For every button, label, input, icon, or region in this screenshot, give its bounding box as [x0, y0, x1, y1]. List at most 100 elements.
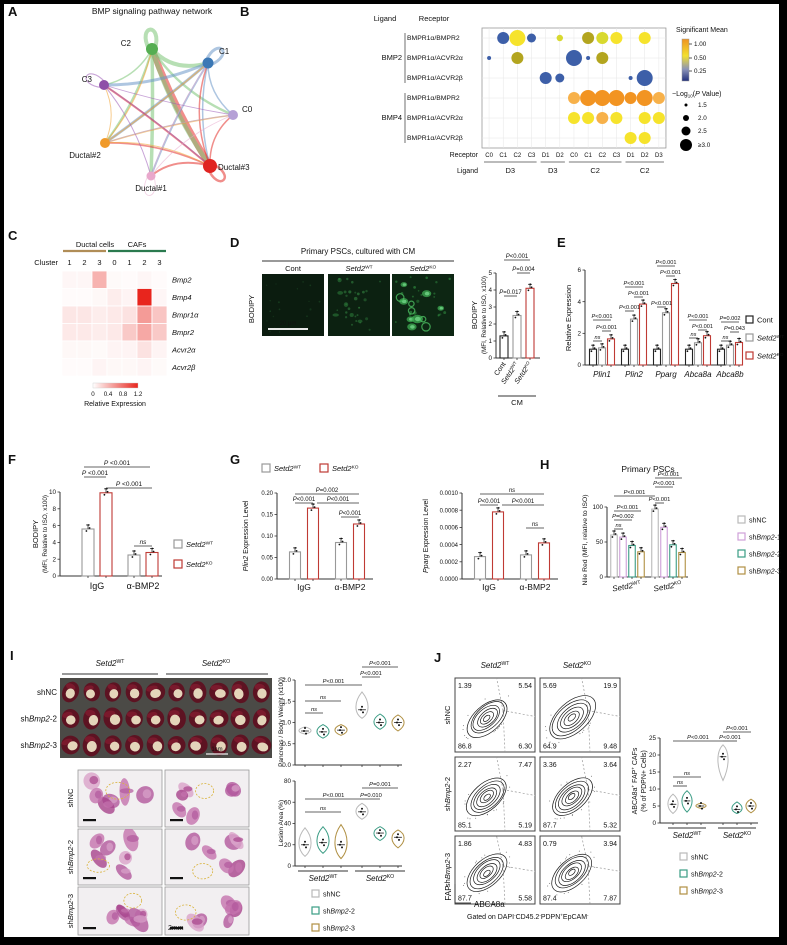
network-node — [99, 80, 109, 90]
text: 0.0002 — [440, 560, 459, 566]
text: P<0.001 — [651, 301, 672, 307]
quad-lr: 9.48 — [603, 744, 617, 751]
text: P=0.002 — [720, 316, 741, 322]
text: 0.15 — [261, 513, 273, 519]
network-node — [202, 57, 214, 69]
significance-dot — [580, 90, 597, 106]
significance-dot — [608, 90, 625, 106]
tumor — [168, 682, 185, 702]
text: 4 — [577, 299, 581, 306]
text: 3 — [97, 258, 101, 267]
text: 0.0006 — [440, 526, 459, 532]
tumor — [188, 709, 207, 728]
heatmap-cell — [151, 270, 168, 289]
bar — [725, 344, 735, 366]
text: Pancreas / Body Weight (x100) — [278, 677, 285, 767]
quad-ur: 3.94 — [603, 841, 617, 848]
heatmap-cell — [61, 270, 78, 289]
heatmap-cell — [151, 358, 168, 377]
heatmap-colorbar — [92, 382, 139, 389]
significance-dot — [582, 112, 595, 124]
legend-swatch — [745, 351, 754, 360]
bar — [620, 348, 630, 366]
node-label: C2 — [121, 39, 132, 48]
text: ns — [532, 522, 538, 528]
text: BMP4 — [382, 113, 402, 122]
bar — [473, 556, 487, 580]
heatmap-cell — [121, 323, 138, 342]
text: Setd2WT — [481, 661, 510, 670]
text: P<0.001 — [649, 497, 671, 503]
text: P<0.001 — [688, 314, 709, 320]
quad-ur: 3.64 — [603, 762, 617, 769]
text: 1.5 — [698, 102, 707, 109]
text: 10 — [649, 786, 657, 793]
tumor — [210, 734, 228, 756]
quad-ul: 1.86 — [458, 841, 472, 848]
text: Plin1 — [593, 370, 611, 379]
text: 1.00 — [694, 41, 707, 48]
significance-dot — [610, 32, 623, 44]
text: 20 — [284, 842, 292, 849]
text: BMPR1α/ACVR2β — [407, 135, 463, 142]
text: 0.50 — [694, 55, 707, 62]
text: Setd2WT — [757, 334, 784, 343]
text: P<0.001 — [592, 314, 613, 320]
heatmap-cell — [91, 305, 108, 324]
heatmap-cell — [61, 358, 78, 377]
heatmap-cell — [151, 288, 168, 307]
panel-d-letter: D — [230, 235, 240, 250]
heatmap-cell — [76, 358, 93, 377]
text: 1 — [488, 338, 492, 345]
bar — [678, 551, 686, 578]
network-self-loop — [85, 73, 106, 89]
quad-ur: 5.54 — [518, 683, 532, 690]
text: Pparg Expression Level — [423, 499, 430, 573]
text: BMPR1α/ACVR2α — [407, 115, 463, 122]
text: Bmp2 — [172, 275, 192, 284]
bar — [99, 492, 113, 577]
tumor — [145, 682, 166, 702]
network-edge — [103, 84, 211, 167]
text: Setd2KO — [653, 580, 682, 594]
text: P<0.001 — [619, 305, 640, 311]
heatmap-cell — [136, 270, 153, 289]
text: 1.5 — [282, 698, 291, 705]
significance-dot — [628, 76, 633, 80]
text: Bmpr2 — [172, 328, 195, 337]
microscopy-image — [262, 274, 324, 336]
scale-bar — [83, 877, 96, 880]
tumor — [104, 682, 122, 702]
text: 80 — [284, 778, 292, 785]
panel-a-letter: A — [8, 4, 18, 19]
quad-ll: 87.4 — [543, 896, 557, 903]
tumor — [189, 681, 207, 703]
quad-ur: 4.83 — [518, 841, 532, 848]
text: Acvr2β — [171, 363, 196, 372]
tumor — [104, 735, 122, 755]
network-edge — [104, 141, 211, 167]
significance-dot — [497, 32, 510, 44]
significance-dot — [555, 73, 565, 83]
significance-dot — [539, 72, 552, 84]
heatmap-cell — [76, 323, 93, 342]
bar — [716, 348, 726, 366]
network-edge — [150, 47, 235, 117]
text: 0.10 — [261, 534, 273, 540]
quad-ul: 2.27 — [458, 762, 472, 769]
quad-lr: 5.19 — [518, 823, 532, 830]
bar — [652, 348, 662, 366]
bar — [288, 551, 302, 580]
text: 2 — [488, 321, 492, 328]
text: ns — [595, 335, 601, 341]
tumor — [146, 734, 165, 756]
text: Ductal cells — [76, 240, 115, 249]
heatmap-cell — [136, 305, 153, 324]
text: shNC — [443, 705, 452, 724]
text: ns — [320, 695, 326, 701]
tumor — [252, 708, 270, 729]
text: 0.0004 — [440, 543, 459, 549]
significance-dot — [582, 32, 595, 44]
flow-plot — [539, 835, 621, 905]
network-edge — [103, 84, 152, 177]
